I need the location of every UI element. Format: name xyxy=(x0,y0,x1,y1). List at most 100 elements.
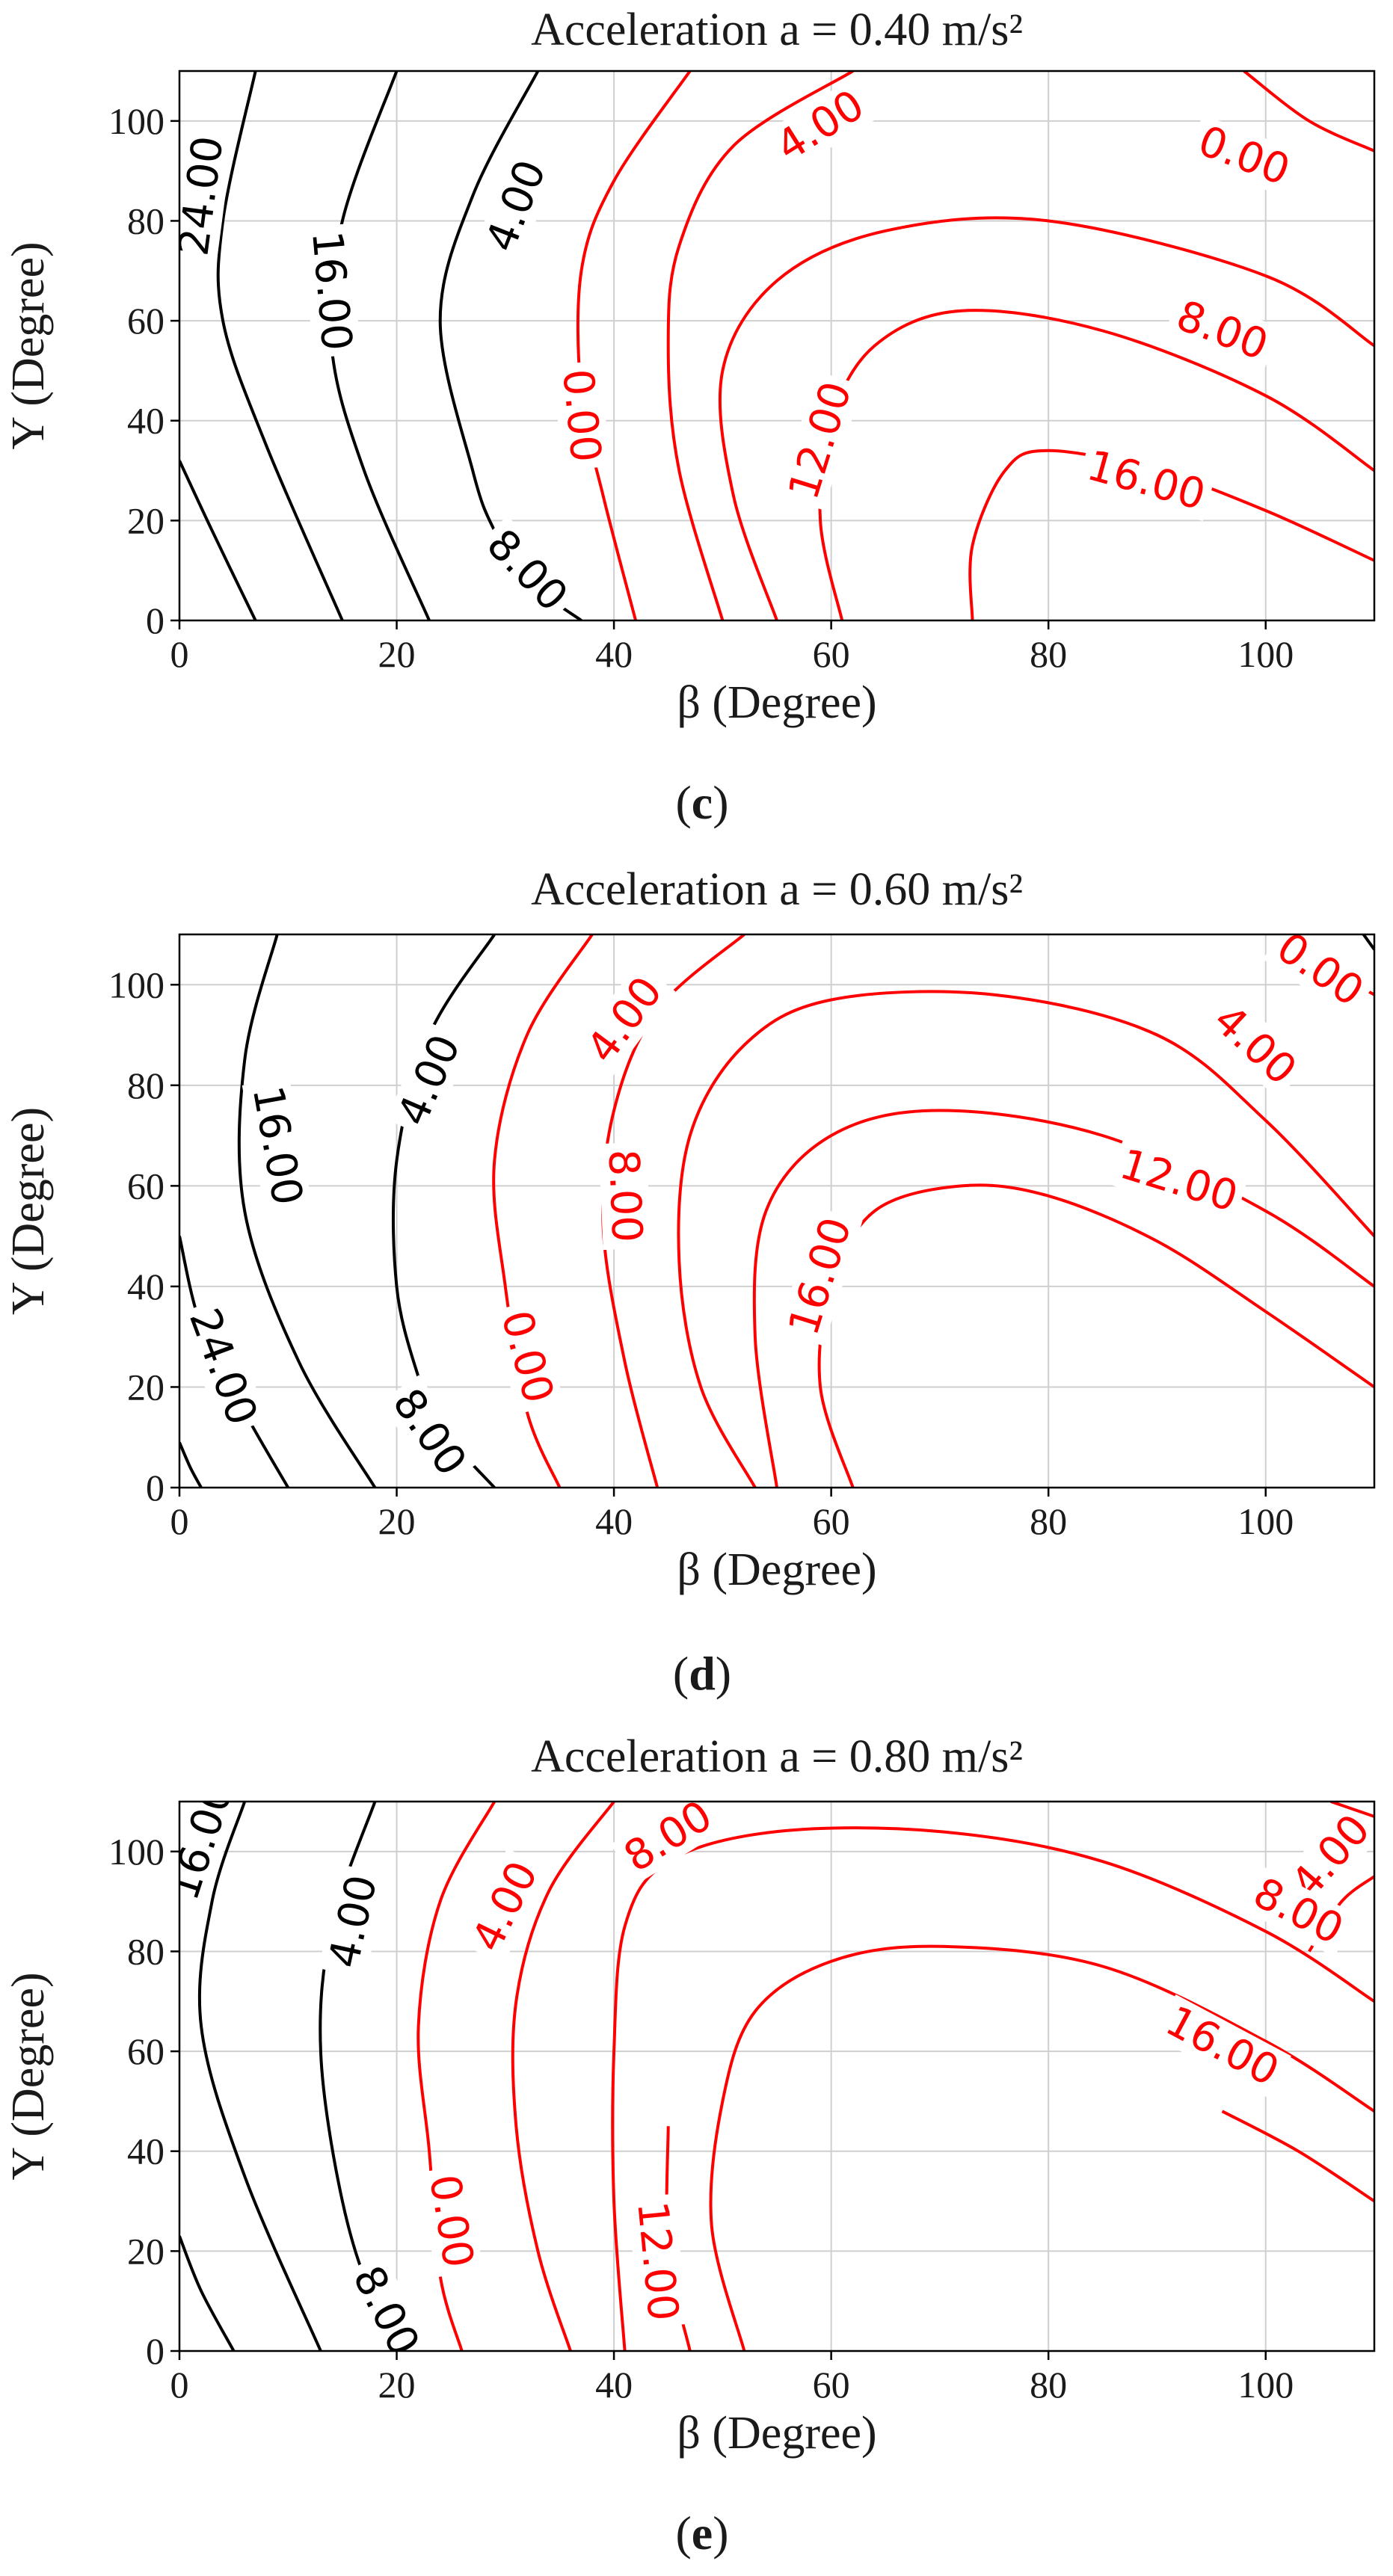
x-tick-label: 100 xyxy=(1237,633,1294,675)
panel-caption: (c) xyxy=(675,776,728,829)
contour-label: 16.00 xyxy=(1158,1997,1287,2096)
y-tick-label: 0 xyxy=(146,600,164,641)
x-tick-label: 40 xyxy=(595,633,633,675)
contour-label-bg xyxy=(179,1297,268,1437)
x-tick-label: 0 xyxy=(170,2364,189,2406)
contour-label: 4.00 xyxy=(463,1854,547,1959)
contour-line-6 xyxy=(677,990,1374,1488)
contour-label: 8.00 xyxy=(343,2258,428,2364)
contour-label: 16.00 xyxy=(243,1082,312,1209)
x-tick-label: 80 xyxy=(1030,633,1067,675)
contour-label-bg xyxy=(598,1141,651,1251)
y-axis-title: Υ (Degree) xyxy=(3,1972,54,2180)
x-axis-title: β (Degree) xyxy=(677,677,876,728)
x-tick-label: 80 xyxy=(1030,1500,1067,1542)
y-tick-label: 20 xyxy=(127,499,164,541)
contour-label: 12.00 xyxy=(627,2199,687,2323)
contour-line-2 xyxy=(216,71,344,620)
contour-label-bg xyxy=(301,224,361,358)
plot-frame xyxy=(178,70,1376,622)
contour-label-bg xyxy=(627,2193,688,2329)
panel-caption: (e) xyxy=(675,2506,728,2560)
contour-label-bg xyxy=(1185,114,1303,197)
x-tick-label: 40 xyxy=(595,2364,633,2406)
contour-label-bg xyxy=(474,147,559,265)
contour-label: 8.00 xyxy=(598,1148,651,1243)
y-tick-label: 20 xyxy=(127,1366,164,1408)
contour-line-0 xyxy=(1243,71,1374,152)
contour-label-bg xyxy=(1077,440,1216,522)
contour-label: 16.00 xyxy=(779,1212,861,1340)
contour-line-7 xyxy=(718,216,1374,620)
contour-label-bg xyxy=(762,77,879,175)
x-tick-label: 100 xyxy=(1237,1500,1294,1542)
contour-line-8 xyxy=(817,1183,1374,1488)
contour-label: 0.00 xyxy=(419,2172,482,2272)
contour-label-bg xyxy=(319,1864,388,1979)
y-axis-title: Υ (Degree) xyxy=(3,241,54,449)
contour-line-4 xyxy=(492,934,594,1488)
contour-label: 4.00 xyxy=(319,1871,387,1973)
plot-frame xyxy=(178,933,1376,1489)
contour-line-0 xyxy=(179,2235,236,2351)
contour-layer: 16.004.008.000.004.00 4.008.008.0016.0012… xyxy=(179,1802,1374,2364)
contour-label: 24.00 xyxy=(179,1302,267,1432)
x-tick-label: 0 xyxy=(170,1500,189,1542)
x-tick-label: 60 xyxy=(813,633,850,675)
contour-label-bg xyxy=(778,371,863,511)
contour-line-7 xyxy=(709,1944,1374,2351)
contour-layer: 24.0016.004.008.000.004.008.004.0012.001… xyxy=(179,934,1374,1488)
contour-label: 0.00 xyxy=(491,1305,562,1408)
contour-label-bg xyxy=(1240,1866,1357,1957)
contour-line-2 xyxy=(237,934,377,1488)
contour-label-bg xyxy=(1278,1802,1374,1913)
y-tick-label: 60 xyxy=(127,1165,164,1207)
panel-caption: (d) xyxy=(673,1647,731,1700)
x-axis-title: β (Degree) xyxy=(677,2408,876,2459)
contour-label-bg xyxy=(242,1076,313,1215)
contour-line-6 xyxy=(611,1826,1374,2351)
contour-label: 12.00 xyxy=(779,376,861,505)
contour-label: 16.00 xyxy=(1082,441,1211,520)
contour-label-bg xyxy=(340,2252,431,2351)
contour-line-1 xyxy=(197,1802,322,2351)
contour-label-bg xyxy=(610,1802,726,1885)
contour-line-5 xyxy=(576,71,692,620)
contour-label-bg xyxy=(1109,1138,1249,1224)
y-tick-label: 100 xyxy=(108,964,164,1005)
plot-frame xyxy=(178,1800,1376,2352)
contour-line-10 xyxy=(1362,934,1374,951)
contour-label-bg xyxy=(419,2165,484,2278)
y-tick-label: 100 xyxy=(108,1831,164,1873)
contour-label-bg xyxy=(778,1207,863,1346)
x-tick-label: 60 xyxy=(813,2364,850,2406)
y-tick-label: 60 xyxy=(127,300,164,342)
y-tick-label: 40 xyxy=(127,1266,164,1307)
contour-label-bg xyxy=(179,128,234,264)
contour-line-1 xyxy=(179,460,257,620)
contour-label: 0.00 xyxy=(553,367,610,464)
y-axis-title: Υ (Degree) xyxy=(3,1107,54,1315)
x-tick-label: 0 xyxy=(170,633,189,675)
y-tick-label: 40 xyxy=(127,400,164,442)
contour-line-7 xyxy=(752,1109,1374,1488)
contour-label: 4.00 xyxy=(389,1028,470,1133)
contour-line-9 xyxy=(968,449,1374,620)
chart-title: Acceleration a = 0.80 m/s² xyxy=(531,1731,1023,1782)
x-tick-label: 40 xyxy=(595,1500,633,1542)
contour-label-bg xyxy=(552,360,611,471)
x-tick-label: 100 xyxy=(1237,2364,1294,2406)
y-tick-label: 80 xyxy=(127,1064,164,1106)
chart-panel-2: 16.004.008.000.004.00 4.008.008.0016.0012… xyxy=(3,1731,1376,2560)
contour-label-bg xyxy=(1153,1994,1291,2098)
x-tick-label: 20 xyxy=(378,633,416,675)
chart-title: Acceleration a = 0.60 m/s² xyxy=(531,864,1023,915)
y-tick-label: 60 xyxy=(127,2030,164,2072)
contour-label-bg xyxy=(386,1022,473,1138)
contour-line-8 xyxy=(1221,2110,1374,2203)
x-axis-title: β (Degree) xyxy=(677,1544,876,1595)
x-tick-label: 60 xyxy=(813,1500,850,1542)
